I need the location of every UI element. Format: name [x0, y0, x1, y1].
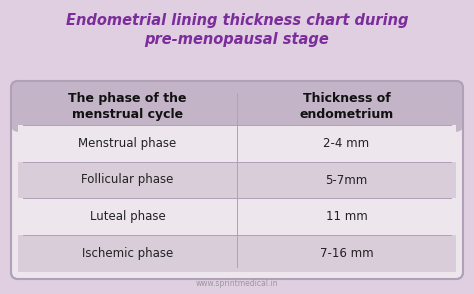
Bar: [18, 106, 456, 125]
Text: Ischemic phase: Ischemic phase: [82, 247, 173, 260]
Bar: [18, 162, 456, 198]
Text: Endometrial lining thickness chart during
pre-menopausal stage: Endometrial lining thickness chart durin…: [66, 13, 408, 47]
Text: 7-16 mm: 7-16 mm: [319, 247, 374, 260]
Text: Thickness of
endometrium: Thickness of endometrium: [300, 92, 393, 121]
FancyBboxPatch shape: [11, 81, 463, 279]
Text: 2-4 mm: 2-4 mm: [323, 137, 370, 150]
Text: The phase of the
menstrual cycle: The phase of the menstrual cycle: [68, 92, 187, 121]
Bar: [18, 235, 456, 272]
Text: 5-7mm: 5-7mm: [325, 173, 368, 186]
Text: Follicular phase: Follicular phase: [82, 173, 173, 186]
FancyBboxPatch shape: [11, 81, 463, 132]
Text: Luteal phase: Luteal phase: [90, 210, 165, 223]
Text: www.sprintmedical.in: www.sprintmedical.in: [196, 279, 278, 288]
Bar: [18, 198, 456, 235]
Text: 11 mm: 11 mm: [326, 210, 367, 223]
Bar: [18, 125, 456, 162]
Text: Menstrual phase: Menstrual phase: [78, 137, 177, 150]
